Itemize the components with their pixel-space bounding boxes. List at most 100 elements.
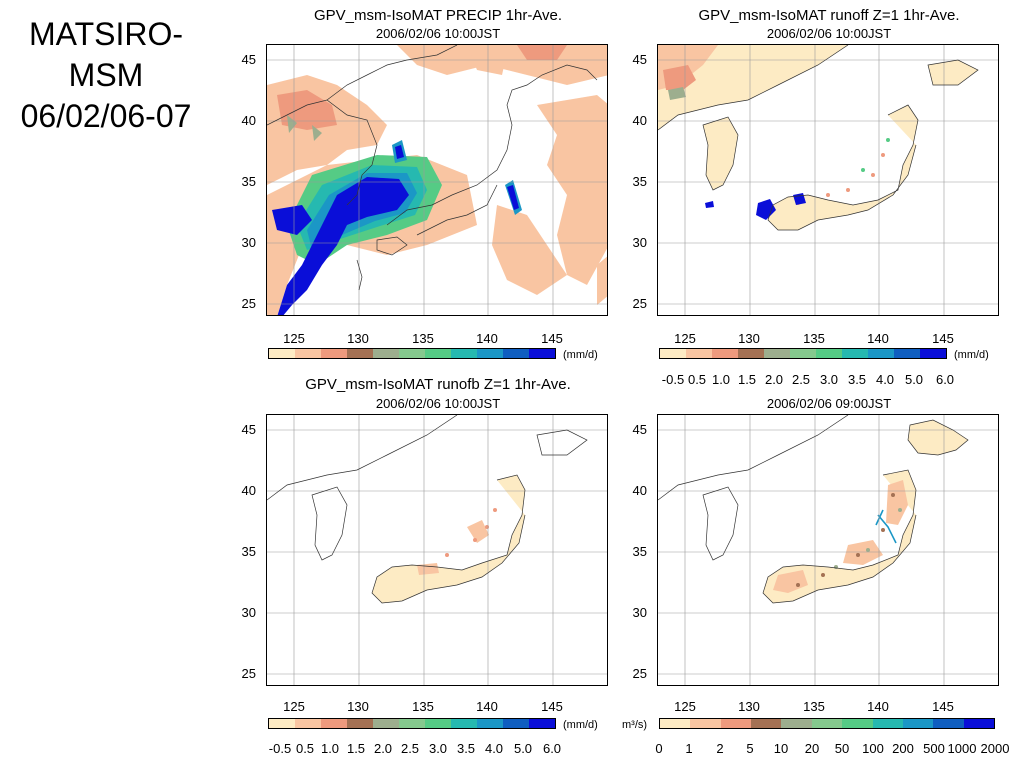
colorbar-label: -0.5 [661,372,685,387]
colorbar-swatch [269,719,295,728]
lon-label: 130 [738,699,760,714]
colorbar-swatch [321,719,347,728]
colorbar-label: 500 [923,741,945,756]
colorbar-swatch [872,719,903,728]
colorbar-swatch [399,719,425,728]
panel-title: GPV_msm-IsoMAT runoff Z=1 1hr-Ave. [698,7,960,24]
slide-title-line-2: MSM [68,57,144,93]
colorbar-label: 6.0 [935,372,955,387]
colorbar-swatch [269,349,295,358]
lat-label: 35 [632,544,647,559]
colorbar-label: 4.0 [875,372,895,387]
slide-title-line-3: 06/02/06-07 [20,98,192,134]
colorbar-swatch [373,349,399,358]
lat-label: 35 [241,174,256,189]
lat-label: 45 [632,52,647,67]
colorbar-swatch [660,719,691,728]
colorbar-label: 2.0 [764,372,784,387]
colorbar-swatch [425,719,451,728]
lat-label: 30 [241,235,256,250]
colorbar-swatch [894,349,920,358]
colorbar-swatch [503,719,529,728]
colorbar-unit: (mm/d) [563,349,598,361]
colorbar-swatch [790,349,816,358]
lat-label: 40 [632,483,647,498]
colorbar-unit: (mm/d) [954,349,989,361]
colorbar-label: 50 [834,741,850,756]
lon-label: 135 [412,699,434,714]
panel-title: GPV_msm-IsoMAT runofb Z=1 1hr-Ave. [305,376,571,393]
colorbar-swatch [451,349,477,358]
lat-label: 25 [632,296,647,311]
colorbar-label: 20 [804,741,820,756]
colorbar-label: 2.5 [791,372,811,387]
lat-label: 35 [241,544,256,559]
colorbar-swatch [477,349,503,358]
slide-title-line-1: MATSIRO- [28,16,184,52]
colorbar-swatch [751,719,782,728]
colorbar-swatch [295,349,321,358]
lat-label: 45 [632,422,647,437]
colorbar-swatch [920,349,946,358]
colorbar-swatch [933,719,964,728]
colorbar-label: 0.5 [687,372,707,387]
colorbar-label: 6.0 [542,741,562,756]
colorbar [659,348,947,359]
colorbar-swatch [764,349,790,358]
lat-label: 35 [632,174,647,189]
colorbar [268,348,556,359]
colorbar-label: 1000 [947,741,977,756]
colorbar-swatch [686,349,712,358]
colorbar-swatch [321,349,347,358]
map-runofb [266,414,608,686]
colorbar-swatch [399,349,425,358]
lon-label: 125 [283,699,305,714]
colorbar-swatch [811,719,843,728]
colorbar-swatch [816,349,842,358]
lon-label: 140 [476,699,498,714]
colorbar-label: 2 [716,741,724,756]
lon-label: 140 [867,699,889,714]
colorbar-swatch [712,349,738,358]
lon-label: 135 [803,331,825,346]
colorbar-swatch [720,719,752,728]
colorbar-swatch [477,719,503,728]
colorbar-swatch [529,349,555,358]
colorbar-label: -0.5 [268,741,292,756]
lon-label: 145 [541,331,563,346]
colorbar-swatch [373,719,399,728]
colorbar-label: 1.0 [320,741,340,756]
colorbar-label: 100 [862,741,884,756]
colorbar-swatch [868,349,894,358]
colorbar-swatch [425,349,451,358]
panel-date: 2006/02/06 10:00JST [375,26,501,41]
colorbar-label: 2.0 [373,741,393,756]
lon-label: 125 [283,331,305,346]
colorbar-label: 5.0 [513,741,533,756]
panel-date: 2006/02/06 10:00JST [375,396,501,411]
colorbar-swatch [963,719,994,728]
colorbar-label: 4.0 [484,741,504,756]
lon-label: 130 [347,699,369,714]
panel-title: GPV_msm-IsoMAT PRECIP 1hr-Ave. [313,7,563,24]
colorbar-swatch [738,349,764,358]
colorbar-label: 3.0 [819,372,839,387]
lon-label: 125 [674,331,696,346]
panel-date: 2006/02/06 10:00JST [766,26,892,41]
colorbar-label: 1 [685,741,693,756]
colorbar-label: 10 [773,741,789,756]
colorbar-swatch [842,719,873,728]
colorbar-label: 5.0 [904,372,924,387]
colorbar-swatch [347,719,373,728]
colorbar-unit: (mm/d) [563,719,598,731]
lat-label: 45 [241,52,256,67]
lon-label: 130 [738,331,760,346]
colorbar-swatch [781,719,812,728]
colorbar-swatch [660,349,686,358]
colorbar-swatch [347,349,373,358]
lat-label: 40 [241,113,256,128]
colorbar-swatch [451,719,477,728]
colorbar [659,718,995,729]
lat-label: 25 [241,296,256,311]
colorbar-label: 0.5 [295,741,315,756]
